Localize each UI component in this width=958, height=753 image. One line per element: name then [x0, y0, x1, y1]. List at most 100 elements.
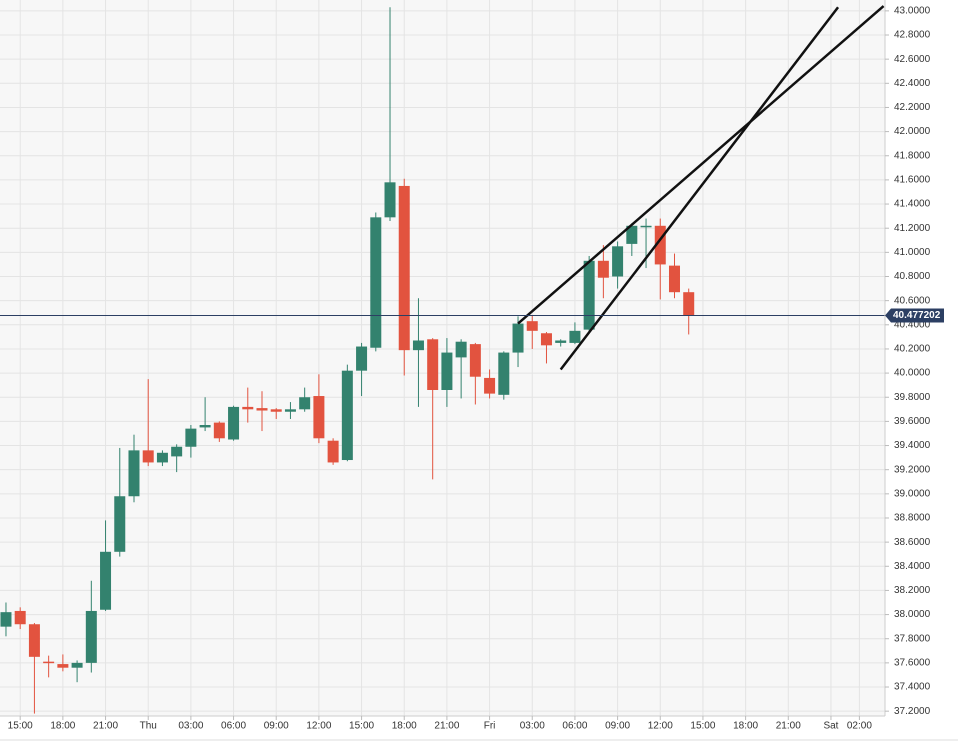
candle-body	[683, 292, 695, 316]
y-tick-label: 37.6000	[894, 658, 931, 669]
y-tick-label: 42.6000	[894, 54, 931, 65]
candle-body	[114, 496, 126, 552]
axes: 37.2000 37.4000 37.6000 37.8000 38.0000 38.20…	[8, 6, 944, 732]
candle-body	[171, 446, 183, 457]
y-tick-label: 42.2000	[894, 102, 931, 113]
x-tick-label: 18:00	[50, 721, 75, 732]
trendline	[559, 6, 840, 371]
candle-body	[583, 260, 595, 330]
x-tick-label: Thu	[140, 721, 157, 732]
y-tick-label: 38.0000	[894, 609, 931, 620]
x-tick-label: 12:00	[648, 721, 673, 732]
y-tick-label: 38.2000	[894, 585, 931, 596]
candle-body	[256, 408, 268, 411]
marks	[0, 5, 885, 714]
candle-body	[14, 610, 26, 625]
y-tick-label: 40.2000	[894, 344, 931, 355]
x-tick-label: 09:00	[605, 721, 630, 732]
y-tick-label: 39.8000	[894, 392, 931, 403]
candle-body	[569, 330, 581, 343]
candle-body	[412, 340, 424, 351]
y-tick-label: 41.0000	[894, 247, 931, 258]
candle-body	[512, 323, 524, 353]
candle-body	[668, 265, 680, 293]
x-tick-label: 15:00	[690, 721, 715, 732]
x-tick-label: 18:00	[733, 721, 758, 732]
y-tick-label: 43.0000	[894, 6, 931, 17]
candle-body	[484, 377, 496, 394]
y-tick-label: 41.6000	[894, 175, 931, 186]
candle-body	[626, 225, 638, 244]
candle-body	[441, 352, 453, 390]
candle-body	[427, 339, 439, 390]
x-tick-label: 02:00	[847, 721, 872, 732]
y-tick-label: 39.2000	[894, 464, 931, 475]
candle-body	[242, 406, 254, 410]
x-tick-label: 21:00	[776, 721, 801, 732]
y-tick-label: 40.0000	[894, 368, 931, 379]
candle-body	[498, 352, 510, 395]
y-tick-label: 41.8000	[894, 150, 931, 161]
candle-body	[71, 662, 83, 668]
candle-body	[213, 422, 225, 439]
candle-body	[526, 321, 538, 331]
candle-body	[199, 425, 211, 428]
x-tick-label: 18:00	[392, 721, 417, 732]
y-tick-label: 38.6000	[894, 537, 931, 548]
candle-body	[0, 612, 12, 627]
x-tick-label: 15:00	[8, 721, 33, 732]
x-tick-label: 06:00	[221, 721, 246, 732]
candle-body	[612, 246, 624, 277]
candle-body	[654, 225, 666, 265]
candle-body	[540, 333, 552, 346]
y-tick-label: 40.4000	[894, 319, 931, 330]
candle-body	[469, 344, 481, 377]
y-tick-label: 37.8000	[894, 633, 931, 644]
candle-body	[270, 409, 282, 412]
candle-body	[100, 551, 112, 610]
x-tick-label: 21:00	[434, 721, 459, 732]
candle-body	[341, 370, 353, 461]
price-label: 40.477202	[893, 310, 941, 321]
candle-body	[313, 396, 325, 439]
y-tick-label: 41.2000	[894, 223, 931, 234]
y-tick-label: 37.4000	[894, 682, 931, 693]
candle-body	[640, 225, 652, 228]
y-tick-label: 42.0000	[894, 126, 931, 137]
y-tick-label: 38.8000	[894, 513, 931, 524]
candle-body	[356, 346, 368, 371]
candle-body	[28, 624, 40, 657]
x-tick-label: 21:00	[93, 721, 118, 732]
candle-body	[597, 260, 609, 278]
y-tick-label: 41.4000	[894, 199, 931, 210]
candle-body	[370, 217, 382, 348]
candle-body	[57, 664, 69, 668]
x-tick-label: 09:00	[264, 721, 289, 732]
x-tick-label: Fri	[484, 721, 496, 732]
y-tick-label: 40.8000	[894, 271, 931, 282]
y-tick-label: 37.2000	[894, 706, 931, 717]
x-tick-label: Sat	[823, 721, 838, 732]
candle-body	[299, 397, 311, 410]
candle-body	[284, 409, 296, 412]
candle-body	[398, 185, 410, 351]
candle-body	[43, 661, 55, 664]
price-label-box	[885, 308, 944, 323]
y-tick-label: 42.8000	[894, 30, 931, 41]
candle-body	[128, 450, 140, 497]
candle-body	[455, 341, 467, 358]
y-tick-label: 39.6000	[894, 416, 931, 427]
candle-body	[85, 610, 97, 663]
trendline	[517, 5, 885, 325]
x-tick-label: 03:00	[520, 721, 545, 732]
candle-body	[228, 406, 240, 440]
y-tick-label: 39.0000	[894, 488, 931, 499]
candle-body	[327, 440, 339, 463]
y-tick-label: 39.4000	[894, 440, 931, 451]
grid	[0, 0, 885, 716]
y-tick-label: 40.6000	[894, 295, 931, 306]
x-tick-label: 03:00	[178, 721, 203, 732]
candle-body	[185, 428, 197, 447]
